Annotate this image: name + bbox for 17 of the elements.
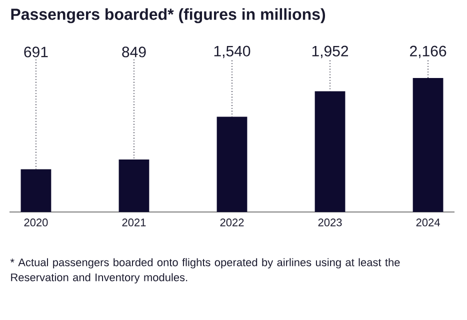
bar — [314, 91, 346, 212]
data-label: 1,952 — [312, 46, 348, 58]
x-tick-label: 2024 — [416, 218, 440, 226]
text: * Actual passengers boarded onto flights operated by airlines using at least the Reservation and Inventory modules. — [10, 258, 400, 284]
x-tick-label: 2020 — [24, 218, 48, 226]
data-label: 849 — [122, 46, 146, 58]
bar — [412, 78, 444, 212]
x-tick-label: 2023 — [318, 218, 342, 226]
chart-title: Passengers boarded* (figures in millions) — [11, 8, 326, 24]
x-tick-label: 2021 — [122, 218, 146, 226]
bar — [216, 116, 248, 212]
x-tick-label: 2022 — [220, 218, 244, 226]
data-label: 2,166 — [410, 46, 446, 58]
data-label: 691 — [24, 46, 48, 58]
bar — [20, 169, 52, 212]
bar — [118, 159, 150, 212]
data-label: 1,540 — [214, 46, 250, 58]
